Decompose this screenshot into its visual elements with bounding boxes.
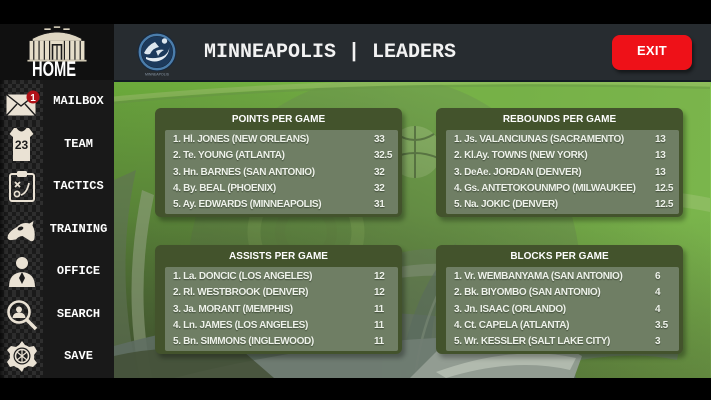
svg-text:1: 1: [30, 93, 36, 104]
svg-text:MINNEAPOLIS: MINNEAPOLIS: [145, 73, 170, 77]
svg-text:23: 23: [15, 138, 29, 152]
